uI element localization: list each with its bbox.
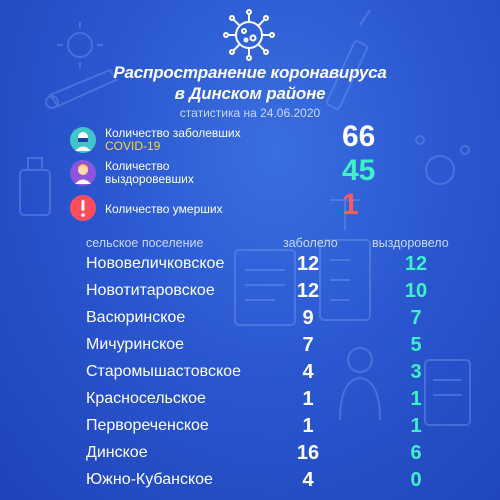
page-title: Распространение коронавируса: [113, 63, 387, 82]
sick-count: 12: [296, 280, 320, 302]
table-row: Новотитаровское 12 10: [0, 280, 500, 306]
table-row: Южно-Кубанское 4 0: [0, 469, 500, 495]
settlement-name: Васюринское: [86, 309, 186, 326]
bottle-outline-icon: [19, 157, 51, 216]
sick-count: 7: [302, 334, 314, 356]
settlement-name: Новотитаровское: [86, 282, 215, 299]
recovered-count: 6: [410, 442, 422, 464]
stats-date: статистика на 24.06.2020: [179, 106, 321, 120]
cases-total-value: 66: [342, 120, 376, 153]
recovered-count: 1: [410, 388, 422, 410]
settlement-name: Динское: [86, 444, 148, 461]
recovered-column-header: выздоровело: [372, 236, 449, 250]
recovered-count: 10: [404, 280, 428, 302]
sick-column-header: заболело: [283, 236, 338, 250]
settlement-column-header: сельское поселение: [86, 236, 204, 250]
page-title-line2: в Динском районе: [174, 84, 326, 103]
exclamation-icon: [70, 195, 96, 221]
virus-outline-icon: [57, 22, 103, 68]
table-row: Васюринское 9 7: [0, 307, 500, 333]
sick-count: 9: [302, 307, 314, 329]
settlement-name: Красносельское: [86, 390, 206, 407]
sick-count: 4: [302, 469, 314, 491]
settlement-name: Старомышастовское: [86, 363, 241, 380]
recovered-count: 0: [410, 469, 422, 491]
sick-count: 16: [296, 442, 320, 464]
recovered-count: 12: [404, 253, 428, 275]
table-row: Нововеличковское 12 12: [0, 253, 500, 279]
recovered-count: 1: [410, 415, 422, 437]
recovered-count: 5: [410, 334, 422, 356]
coronavirus-icon: [223, 9, 275, 61]
settlement-name: Мичуринское: [86, 336, 185, 353]
doctor-mask-icon: [70, 127, 96, 153]
sick-count: 1: [302, 388, 314, 410]
recovered-total-value: 45: [342, 154, 376, 187]
settlement-name: Нововеличковское: [86, 255, 225, 272]
germ-outline-icon: [415, 135, 470, 185]
table-row: Первореченское 1 1: [0, 415, 500, 441]
table-row: Красносельское 1 1: [0, 388, 500, 414]
recovered-count: 7: [410, 307, 422, 329]
table-row: Динское 16 6: [0, 442, 500, 468]
sick-count: 12: [296, 253, 320, 275]
table-row: Старомышастовское 4 3: [0, 361, 500, 387]
table-row: Мичуринское 7 5: [0, 334, 500, 360]
person-icon: [70, 160, 96, 186]
sick-count: 4: [302, 361, 314, 383]
settlement-name: Южно-Кубанское: [86, 471, 213, 488]
deaths-label: Количество умерших: [105, 202, 223, 216]
recovered-label: Количество выздоровевших: [105, 159, 194, 186]
recovered-count: 3: [410, 361, 422, 383]
sick-count: 1: [302, 415, 314, 437]
settlement-name: Первореченское: [86, 417, 209, 434]
covid-label: COVID-19: [105, 139, 161, 153]
deaths-total-value: 1: [342, 188, 359, 221]
cases-label: Количество заболевших COVID-19: [105, 126, 241, 153]
